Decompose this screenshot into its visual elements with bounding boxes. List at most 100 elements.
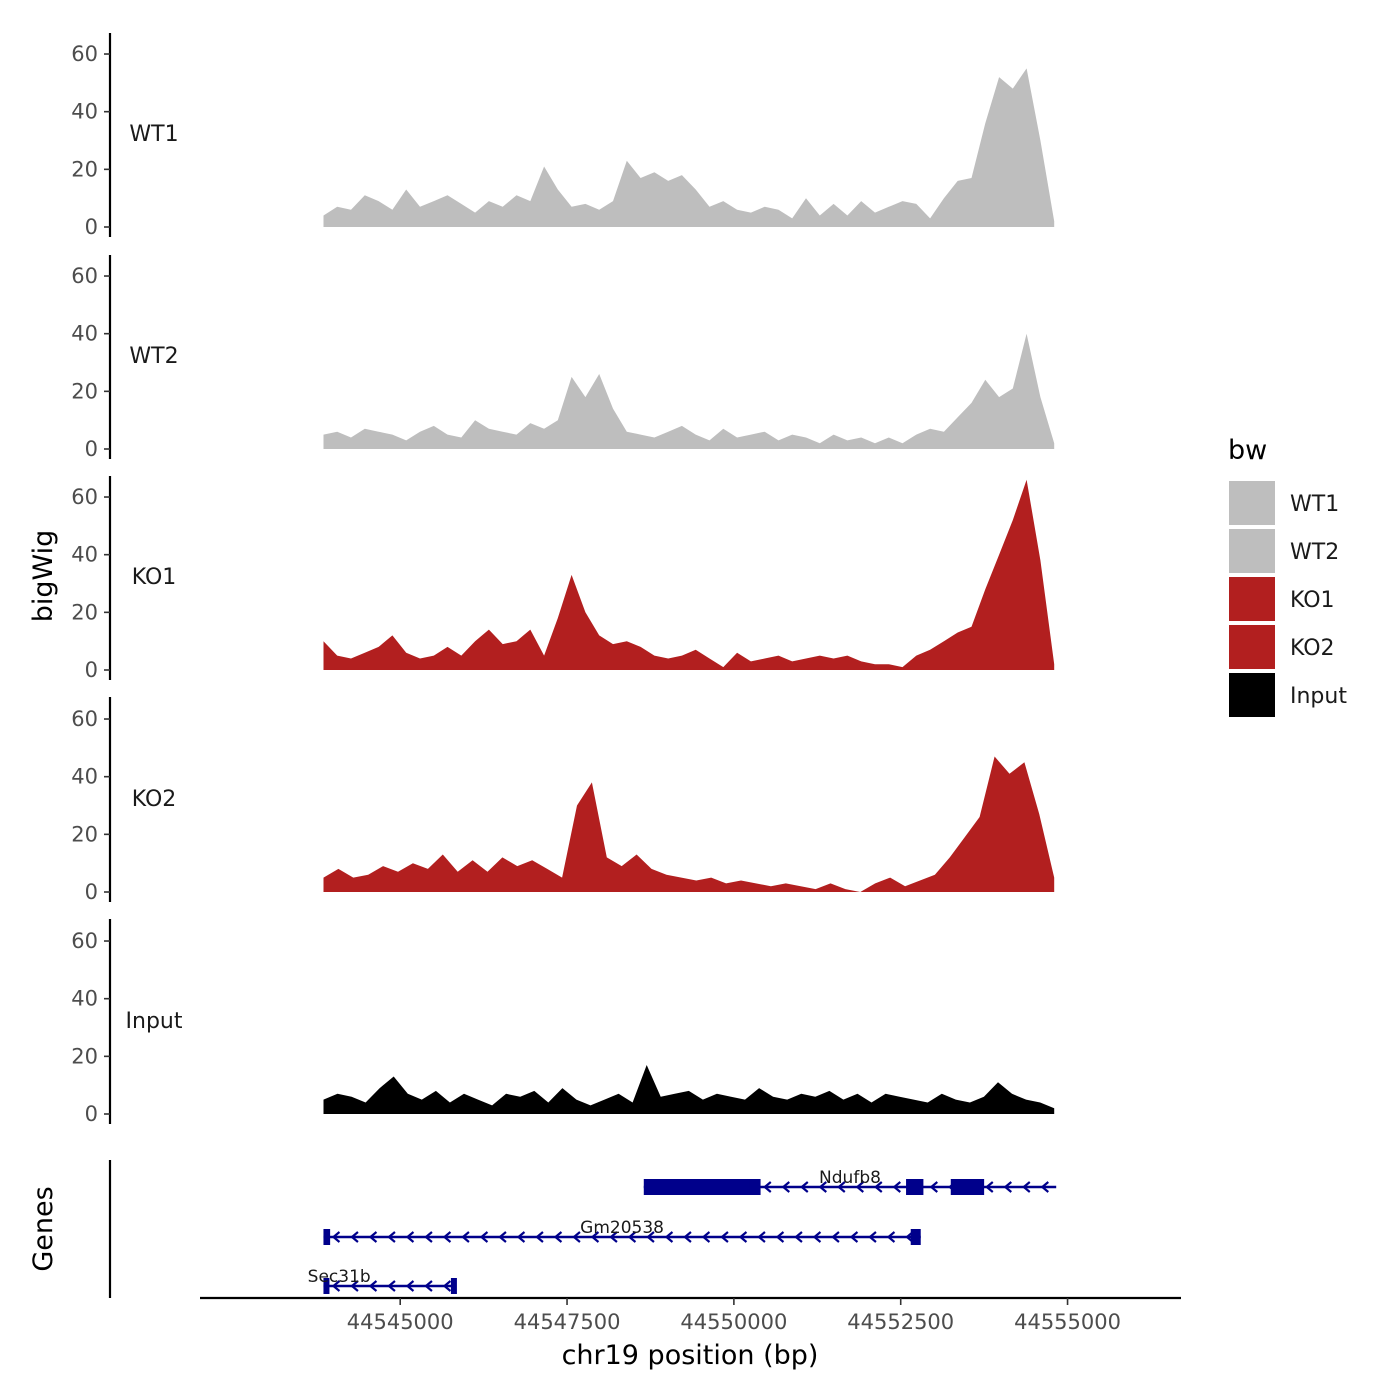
strand-arrow — [405, 1231, 415, 1243]
y-tick-label: 20 — [71, 600, 98, 624]
y-tick-label: 40 — [71, 543, 98, 567]
gene-exon — [323, 1278, 330, 1294]
strand-arrow — [387, 1231, 396, 1243]
strand-arrow — [812, 1231, 822, 1243]
y-tick-label: 20 — [71, 379, 98, 403]
y-tick-label: 20 — [71, 822, 98, 846]
gene-exon — [450, 1278, 457, 1294]
gene-label: Gm20538 — [580, 1218, 664, 1238]
strand-arrow — [837, 1181, 846, 1193]
strand-arrow — [498, 1231, 507, 1243]
x-tick-label: 44547500 — [514, 1310, 621, 1334]
strand-arrow — [701, 1231, 711, 1243]
x-tick-label: 44552500 — [847, 1310, 954, 1334]
strand-arrow — [590, 1231, 600, 1243]
strand-arrow — [886, 1231, 896, 1243]
y-tick-label: 20 — [71, 1044, 98, 1068]
strand-arrow — [868, 1231, 877, 1243]
y-tick-label: 40 — [71, 100, 98, 124]
strand-arrow — [1040, 1181, 1049, 1193]
x-tick-label: 44555000 — [1014, 1310, 1121, 1334]
gene-sec31b: Sec31b — [308, 1267, 457, 1294]
coverage-area-input — [323, 1065, 1055, 1114]
strand-arrow — [627, 1231, 637, 1243]
strand-arrow — [818, 1181, 827, 1193]
track-label: Input — [126, 1009, 183, 1034]
strand-arrow — [387, 1280, 396, 1292]
strand-arrow — [368, 1231, 378, 1243]
x-tick-label: 44545000 — [347, 1310, 454, 1334]
y-tick-label: 60 — [71, 485, 98, 509]
y-tick-label: 0 — [85, 437, 98, 461]
gene-ndufb8: Ndufb8 — [643, 1168, 1057, 1195]
gene-exon — [906, 1179, 924, 1195]
track-ko2: 0 20 40 60 KO2 — [71, 697, 1055, 904]
coverage-tracks: 0 20 40 60 WT1 0 20 40 60 WT2 0 20 40 60 KO1 0 20 40 60 KO2… — [71, 33, 1055, 1126]
strand-arrow — [929, 1181, 938, 1193]
strand-arrow — [442, 1231, 452, 1243]
y-tick-label: 60 — [71, 929, 98, 953]
legend-label: KO2 — [1290, 636, 1335, 661]
strand-arrow — [424, 1231, 433, 1243]
strand-arrow — [553, 1231, 563, 1243]
strand-arrow — [1022, 1181, 1031, 1193]
legend-label: WT2 — [1290, 540, 1339, 565]
strand-arrow — [350, 1280, 359, 1292]
y-tick-label: 40 — [71, 987, 98, 1011]
strand-arrow — [368, 1280, 378, 1292]
x-axis-title: chr19 position (bp) — [562, 1340, 819, 1371]
strand-arrow — [405, 1280, 415, 1292]
strand-arrow — [794, 1231, 803, 1243]
strand-arrow — [1003, 1181, 1012, 1193]
strand-arrow — [738, 1231, 748, 1243]
y-tick-label: 20 — [71, 157, 98, 181]
legend-key-wt2 — [1229, 529, 1275, 573]
strand-arrow — [461, 1231, 470, 1243]
legend: bw WT1 WT2 KO1 KO2 Input — [1228, 435, 1347, 717]
strand-arrow — [892, 1181, 901, 1193]
strand-arrow — [424, 1280, 433, 1292]
coverage-area-wt1 — [323, 68, 1055, 228]
strand-arrow — [874, 1181, 883, 1193]
gene-gm20538: Gm20538 — [323, 1218, 921, 1245]
strand-arrow — [535, 1231, 544, 1243]
gene-label: Sec31b — [308, 1267, 371, 1287]
legend-label: Input — [1290, 684, 1347, 709]
strand-arrow — [720, 1231, 729, 1243]
track-label: WT2 — [129, 344, 178, 369]
strand-arrow — [479, 1231, 489, 1243]
y-tick-label: 60 — [71, 42, 98, 66]
legend-title: bw — [1228, 435, 1267, 466]
track-input: 0 20 40 60 Input — [71, 919, 1055, 1126]
strand-arrow — [516, 1231, 526, 1243]
strand-arrow — [683, 1231, 692, 1243]
track-label: KO1 — [132, 565, 177, 590]
track-wt2: 0 20 40 60 WT2 — [71, 255, 1055, 461]
strand-arrow — [781, 1181, 790, 1193]
legend-key-ko1 — [1229, 577, 1275, 621]
strand-arrow — [985, 1181, 994, 1193]
y-tick-label: 60 — [71, 264, 98, 288]
gene-exon — [643, 1179, 751, 1195]
x-axis: 44545000 44547500 44550000 44552500 44555000 — [200, 1296, 1181, 1334]
strand-arrow — [775, 1231, 785, 1243]
gene-label: Ndufb8 — [819, 1168, 881, 1188]
strand-arrow — [331, 1280, 341, 1292]
legend-key-wt1 — [1229, 481, 1275, 525]
strand-arrow — [609, 1231, 618, 1243]
track-ko1: 0 20 40 60 KO1 — [71, 476, 1055, 682]
y-tick-label: 40 — [71, 765, 98, 789]
y-tick-label: 0 — [85, 215, 98, 239]
y-tick-label: 0 — [85, 658, 98, 682]
coverage-area-ko2 — [323, 756, 1055, 892]
gene-annotation-panel: Sec31b Gm20538 Ndufb8 — [108, 1160, 1057, 1298]
strand-arrow — [442, 1280, 452, 1292]
y-tick-label: 0 — [85, 1102, 98, 1126]
strand-arrow — [331, 1231, 341, 1243]
genes-panel-title: Genes — [28, 1186, 59, 1271]
legend-key-input — [1229, 673, 1275, 717]
legend-label: KO1 — [1290, 588, 1335, 613]
track-label: KO2 — [132, 787, 177, 812]
coverage-area-wt2 — [323, 333, 1055, 449]
